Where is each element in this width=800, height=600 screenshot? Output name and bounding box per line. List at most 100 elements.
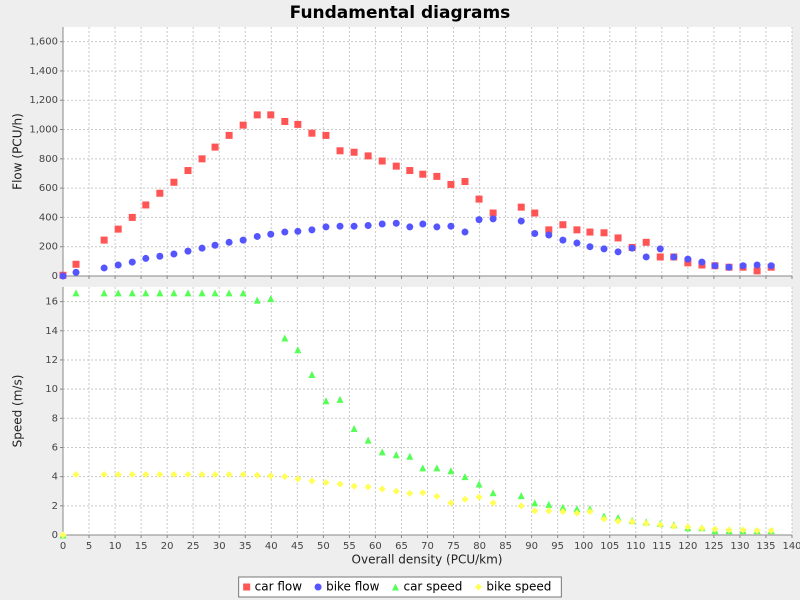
- marker: [336, 480, 344, 488]
- marker: [281, 117, 289, 125]
- marker: [419, 170, 427, 178]
- marker: [573, 509, 581, 517]
- chart-title: Fundamental diagrams: [290, 3, 511, 23]
- x-tick-label: 40: [265, 541, 278, 552]
- x-tick-label: 35: [239, 541, 252, 552]
- marker: [725, 263, 733, 271]
- y-tick-label: 16: [45, 297, 58, 308]
- marker: [614, 517, 622, 525]
- marker: [739, 526, 747, 534]
- marker: [100, 289, 108, 297]
- marker: [198, 470, 206, 478]
- x-tick-label: 135: [756, 541, 775, 552]
- marker: [600, 245, 608, 253]
- legend-item: car flow: [243, 580, 302, 594]
- marker: [698, 258, 706, 266]
- marker: [559, 503, 567, 511]
- marker: [72, 268, 80, 276]
- x-tick-label: 5: [86, 541, 92, 552]
- marker: [531, 507, 539, 515]
- marker: [447, 180, 455, 188]
- marker: [489, 499, 497, 507]
- marker: [378, 157, 386, 165]
- x-tick-label: 80: [473, 541, 486, 552]
- marker: [170, 470, 178, 478]
- marker: [100, 264, 108, 272]
- marker: [531, 499, 539, 507]
- marker: [322, 131, 330, 139]
- marker: [225, 238, 233, 246]
- marker: [314, 583, 322, 591]
- marker: [517, 203, 525, 211]
- marker: [447, 499, 455, 507]
- marker: [391, 583, 399, 591]
- marker: [308, 226, 316, 234]
- marker: [156, 289, 164, 297]
- marker: [364, 483, 372, 491]
- marker: [517, 217, 525, 225]
- marker: [545, 507, 553, 515]
- marker: [739, 262, 747, 270]
- marker: [378, 448, 386, 456]
- marker: [474, 583, 482, 591]
- marker: [308, 129, 316, 137]
- marker: [239, 121, 247, 129]
- marker: [322, 397, 330, 405]
- marker: [545, 226, 553, 234]
- y-tick-label: 200: [39, 242, 58, 253]
- marker: [447, 467, 455, 475]
- marker: [392, 487, 400, 495]
- marker: [559, 236, 567, 244]
- marker: [586, 228, 594, 236]
- marker: [433, 464, 441, 472]
- marker: [142, 470, 150, 478]
- x-tick-label: 65: [395, 541, 408, 552]
- marker: [698, 524, 706, 532]
- x-tick-label: 55: [343, 541, 356, 552]
- y-tick-label: 14: [45, 326, 58, 337]
- y-tick-label: 800: [39, 154, 58, 165]
- marker: [253, 296, 261, 304]
- marker: [614, 513, 622, 521]
- marker: [378, 220, 386, 228]
- marker: [642, 238, 650, 246]
- marker: [406, 489, 414, 497]
- marker: [753, 267, 761, 275]
- marker: [225, 470, 233, 478]
- marker: [614, 248, 622, 256]
- marker: [308, 477, 316, 485]
- marker: [281, 228, 289, 236]
- x-tick-label: 30: [213, 541, 226, 552]
- marker: [406, 167, 414, 175]
- marker: [656, 253, 664, 261]
- marker: [322, 478, 330, 486]
- marker: [59, 531, 67, 539]
- marker: [628, 244, 636, 252]
- marker: [392, 451, 400, 459]
- marker: [725, 526, 733, 534]
- marker: [419, 220, 427, 228]
- y-tick-label: 6: [52, 442, 58, 453]
- marker: [670, 522, 678, 530]
- marker: [184, 167, 192, 175]
- marker: [656, 521, 664, 529]
- marker: [142, 201, 150, 209]
- marker: [225, 289, 233, 297]
- legend-item: car speed: [391, 580, 462, 594]
- marker: [239, 289, 247, 297]
- marker: [517, 492, 525, 500]
- y-tick-label: 0: [52, 271, 58, 282]
- marker: [253, 232, 261, 240]
- x-tick-label: 85: [499, 541, 512, 552]
- marker: [156, 252, 164, 260]
- x-tick-label: 45: [291, 541, 304, 552]
- y-tick-label: 1,600: [29, 37, 58, 48]
- marker: [364, 436, 372, 444]
- marker: [170, 178, 178, 186]
- marker: [642, 519, 650, 527]
- marker: [211, 289, 219, 297]
- marker: [72, 289, 80, 297]
- marker: [767, 527, 775, 535]
- marker: [170, 289, 178, 297]
